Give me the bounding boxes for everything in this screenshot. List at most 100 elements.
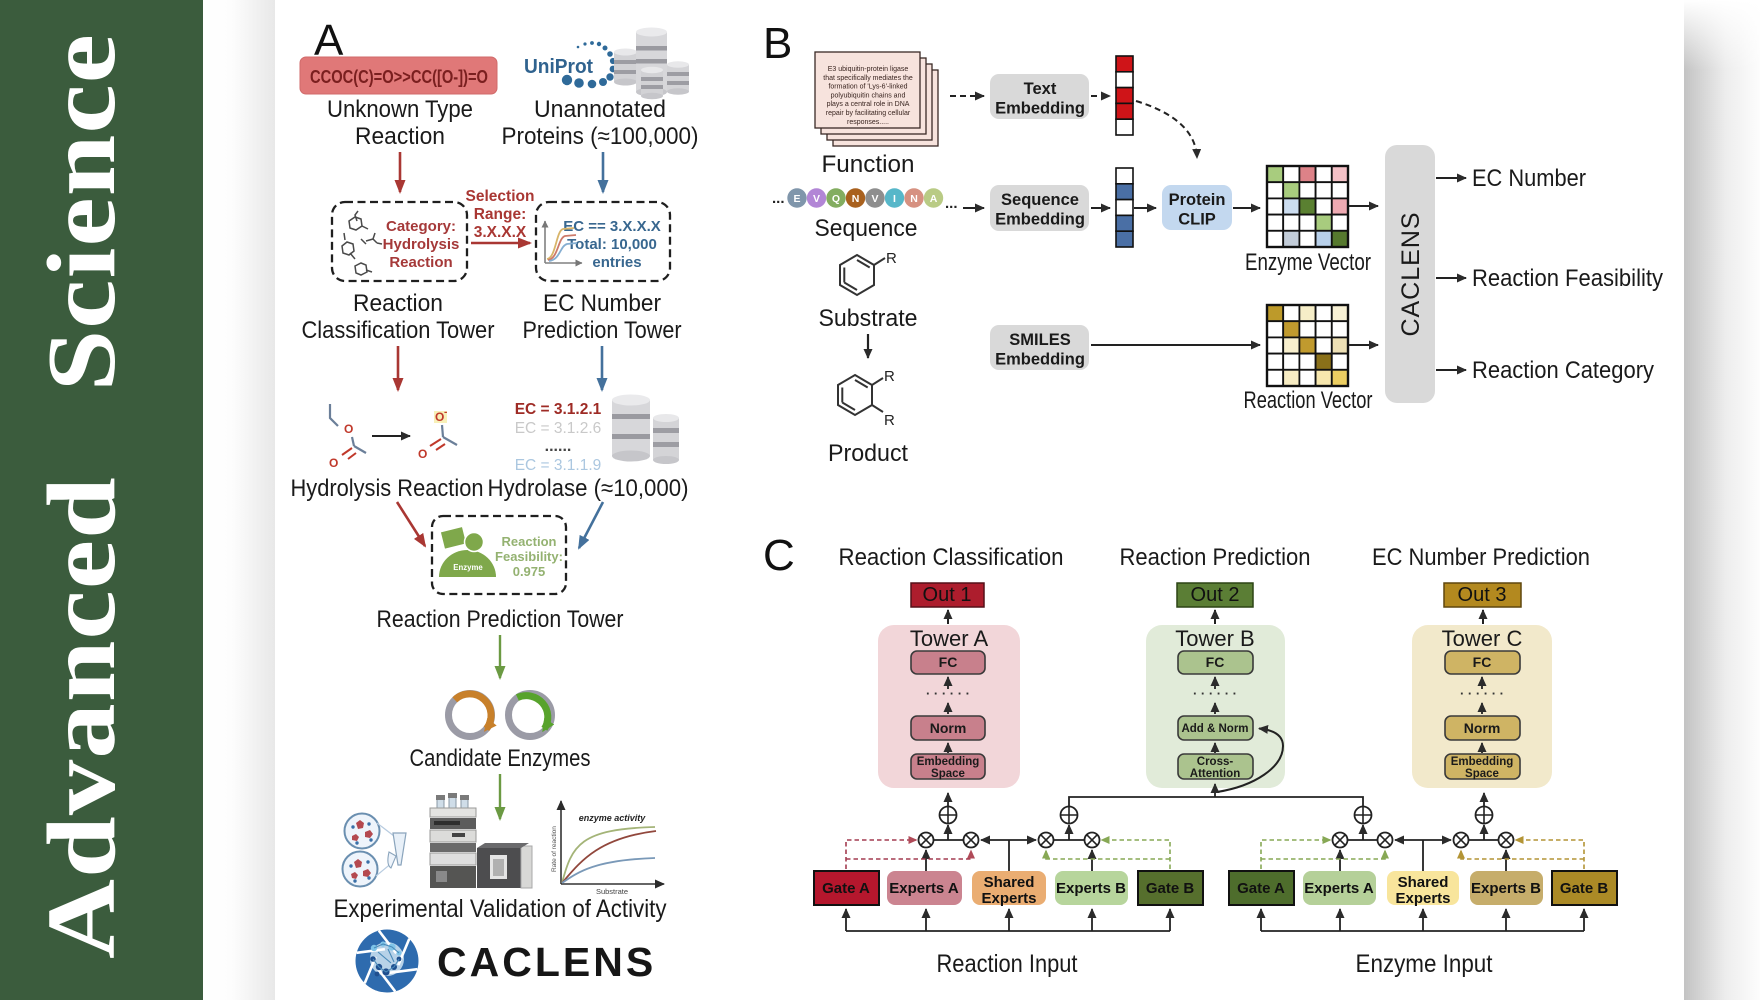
- svg-text:Reaction Category: Reaction Category: [1472, 357, 1654, 384]
- svg-text:Q: Q: [832, 193, 840, 205]
- svg-text:Embedding: Embedding: [995, 100, 1085, 118]
- svg-text:O: O: [329, 456, 338, 470]
- svg-text:Embedding: Embedding: [917, 756, 980, 768]
- svg-text:Unannotated: Unannotated: [534, 96, 666, 123]
- svg-text:0.975: 0.975: [513, 564, 546, 579]
- svg-text:Enzyme Vector: Enzyme Vector: [1245, 249, 1371, 276]
- svg-text:Cross-: Cross-: [1197, 756, 1234, 768]
- svg-text:Add & Norm: Add & Norm: [1181, 723, 1248, 735]
- svg-text:N: N: [910, 193, 918, 205]
- svg-text:Experts: Experts: [981, 890, 1036, 907]
- svg-text:CLIP: CLIP: [1178, 211, 1216, 229]
- svg-text:Rate of reaction: Rate of reaction: [551, 826, 558, 872]
- svg-text:Reaction: Reaction: [355, 123, 445, 150]
- svg-text:R: R: [884, 412, 895, 429]
- svg-text:repair by facilitating cellula: repair by facilitating cellular: [826, 110, 911, 117]
- svg-text:polyubiquitin chains and: polyubiquitin chains and: [831, 92, 906, 99]
- svg-text:O: O: [344, 422, 353, 436]
- svg-text:Feasibility:: Feasibility:: [495, 549, 563, 564]
- svg-text:Reaction Vector: Reaction Vector: [1244, 387, 1373, 414]
- svg-text:· · · · · ·: · · · · · ·: [1460, 686, 1504, 701]
- svg-text:Gate B: Gate B: [1146, 880, 1195, 897]
- svg-text:Reaction Feasibility: Reaction Feasibility: [1472, 265, 1663, 292]
- svg-text:Norm: Norm: [1464, 720, 1501, 736]
- svg-text:Reaction: Reaction: [502, 534, 557, 549]
- svg-text:Substrate: Substrate: [819, 305, 918, 332]
- svg-text:SMILES: SMILES: [1009, 331, 1070, 349]
- svg-text:Selection: Selection: [466, 188, 535, 205]
- svg-text:CACLENS: CACLENS: [1397, 211, 1425, 336]
- svg-text:EC Number: EC Number: [1472, 165, 1586, 192]
- svg-text:entries: entries: [592, 254, 641, 271]
- svg-text:Attention: Attention: [1190, 768, 1240, 780]
- svg-text:Reaction: Reaction: [353, 290, 443, 317]
- svg-text:Function: Function: [822, 151, 915, 178]
- svg-text:Reaction Prediction Tower: Reaction Prediction Tower: [377, 606, 624, 633]
- svg-text:Gate A: Gate A: [1237, 880, 1285, 897]
- svg-text:Embedding: Embedding: [1451, 756, 1514, 768]
- svg-text:Reaction Classification: Reaction Classification: [839, 544, 1064, 571]
- svg-text:3.X.X.X: 3.X.X.X: [474, 224, 527, 241]
- svg-text:Reaction Prediction: Reaction Prediction: [1120, 544, 1311, 571]
- svg-text:EC == 3.X.X.X: EC == 3.X.X.X: [563, 218, 661, 235]
- svg-text:R: R: [886, 250, 897, 267]
- svg-text:Sequence: Sequence: [1001, 191, 1079, 209]
- svg-text:Experts: Experts: [1395, 890, 1450, 907]
- svg-text:FC: FC: [1206, 654, 1225, 670]
- svg-text:EC = 3.1.2.1: EC = 3.1.2.1: [515, 401, 602, 418]
- svg-text:EC = 3.1.1.9: EC = 3.1.1.9: [515, 457, 602, 474]
- svg-text:Space: Space: [1465, 768, 1499, 780]
- svg-text:responses.....: responses.....: [847, 119, 889, 126]
- svg-text:CACLENS: CACLENS: [437, 939, 656, 985]
- svg-text:Shared: Shared: [984, 874, 1035, 891]
- svg-text:Total: 10,000: Total: 10,000: [567, 236, 657, 253]
- svg-text:Sequence: Sequence: [815, 215, 918, 242]
- svg-text:C: C: [763, 531, 795, 580]
- svg-text:FC: FC: [1473, 654, 1492, 670]
- svg-text:Prediction Tower: Prediction Tower: [523, 317, 682, 344]
- svg-text:Out 2: Out 2: [1191, 584, 1240, 606]
- svg-text:Tower B: Tower B: [1175, 626, 1254, 651]
- svg-text:Norm: Norm: [930, 720, 967, 736]
- svg-text:Gate A: Gate A: [822, 880, 870, 897]
- svg-text:Experimental Validation of Act: Experimental Validation of Activity: [334, 895, 667, 923]
- svg-text:Candidate Enzymes: Candidate Enzymes: [410, 745, 591, 772]
- svg-text:UniProt: UniProt: [524, 56, 593, 78]
- svg-text:Hydrolase (≈10,000): Hydrolase (≈10,000): [488, 475, 689, 502]
- svg-text:R: R: [884, 368, 895, 385]
- svg-text:EC = 3.1.2.6: EC = 3.1.2.6: [515, 420, 602, 437]
- svg-text:I: I: [893, 193, 896, 205]
- svg-text:Enzyme Input: Enzyme Input: [1356, 950, 1493, 978]
- svg-text:E: E: [793, 193, 800, 205]
- svg-text:Gate B: Gate B: [1560, 880, 1609, 897]
- svg-text:Reaction: Reaction: [389, 254, 452, 271]
- svg-text:plays a central role in DNA: plays a central role in DNA: [827, 101, 910, 108]
- svg-text:Out 3: Out 3: [1458, 584, 1507, 606]
- svg-text:Proteins (≈100,000): Proteins (≈100,000): [502, 123, 699, 150]
- svg-text:Experts B: Experts B: [1056, 880, 1126, 897]
- svg-text:......: ......: [545, 438, 572, 455]
- svg-text:EC Number Prediction: EC Number Prediction: [1372, 544, 1590, 571]
- svg-text:...: ...: [945, 195, 958, 212]
- svg-text:CCOC(C)=O>>CC([O-])=O: CCOC(C)=O>>CC([O-])=O: [310, 67, 488, 87]
- svg-text:Experts A: Experts A: [1304, 880, 1374, 897]
- svg-text:FC: FC: [939, 654, 958, 670]
- svg-text:A: A: [930, 193, 938, 205]
- svg-text:Product: Product: [828, 440, 908, 467]
- svg-text:Space: Space: [931, 768, 965, 780]
- svg-text:formation of 'Lys-6'-linked: formation of 'Lys-6'-linked: [828, 84, 907, 91]
- svg-text:...: ...: [772, 190, 785, 207]
- svg-text:E3 ubiquitin-protein ligase: E3 ubiquitin-protein ligase: [828, 66, 909, 73]
- svg-text:Tower A: Tower A: [910, 626, 989, 651]
- svg-text:Unknown Type: Unknown Type: [327, 96, 473, 123]
- svg-text:Protein: Protein: [1169, 191, 1226, 209]
- svg-text:Hydrolysis Reaction: Hydrolysis Reaction: [291, 475, 484, 502]
- svg-text:Reaction Input: Reaction Input: [937, 950, 1078, 978]
- svg-text:V: V: [813, 193, 820, 205]
- svg-text:enzyme activity: enzyme activity: [579, 813, 647, 823]
- svg-text:Out 1: Out 1: [923, 584, 972, 606]
- svg-text:that specifically mediates the: that specifically mediates the: [823, 75, 913, 82]
- svg-text:Category:: Category:: [386, 218, 456, 235]
- svg-text:V: V: [871, 193, 878, 205]
- svg-text:Embedding: Embedding: [995, 351, 1085, 369]
